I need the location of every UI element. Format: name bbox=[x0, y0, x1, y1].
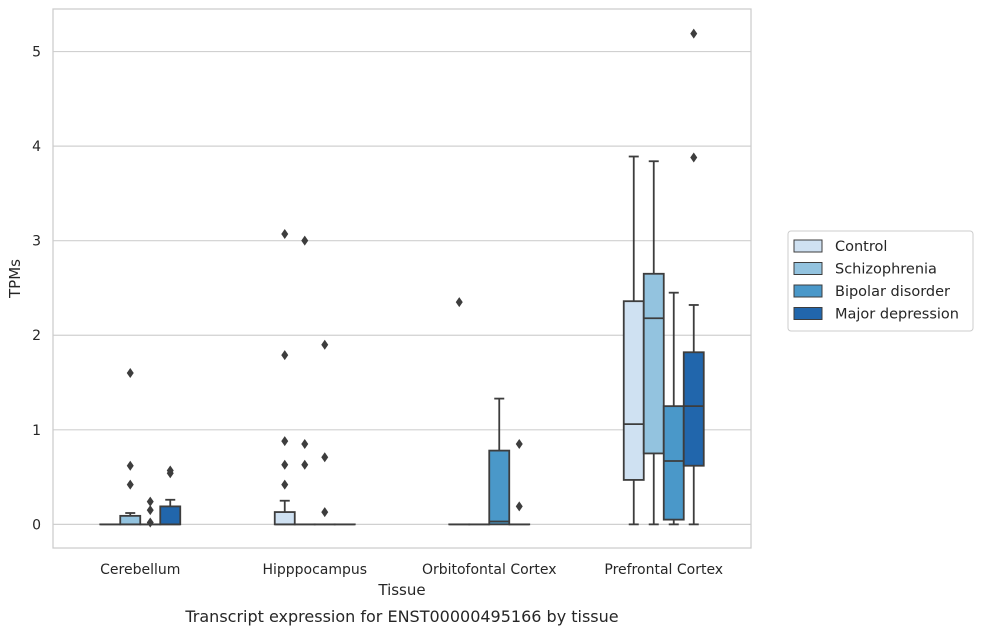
x-tick-label: Prefrontal Cortex bbox=[604, 562, 723, 578]
outlier-point bbox=[281, 479, 289, 490]
box-group bbox=[293, 235, 316, 526]
outlier-point bbox=[146, 496, 154, 507]
y-tick-labels: 0 1 2 3 4 5 bbox=[32, 45, 41, 534]
legend-label: Major depression bbox=[835, 307, 959, 323]
outlier-point bbox=[690, 152, 698, 163]
box-group bbox=[642, 160, 665, 526]
outlier-point bbox=[321, 452, 329, 463]
box-group bbox=[682, 28, 705, 526]
legend-swatch bbox=[793, 239, 823, 253]
y-tick-label: 5 bbox=[32, 45, 41, 61]
outlier-point bbox=[321, 339, 329, 350]
box bbox=[273, 511, 296, 526]
box-group bbox=[313, 339, 336, 526]
outlier-point bbox=[690, 28, 698, 39]
x-axis-label: Tissue bbox=[377, 581, 425, 599]
legend-swatch bbox=[793, 307, 823, 320]
outlier-point bbox=[146, 517, 154, 528]
box-group bbox=[139, 496, 162, 528]
outlier-point bbox=[146, 505, 154, 516]
box-group bbox=[273, 229, 296, 526]
x-tick-label: Hipppocampus bbox=[262, 562, 367, 578]
outlier-point bbox=[515, 438, 523, 449]
box-group bbox=[622, 155, 645, 526]
legend-label: Control bbox=[835, 239, 887, 255]
box-plot-marks bbox=[99, 28, 705, 528]
outlier-point bbox=[301, 235, 309, 246]
y-tick-label: 2 bbox=[32, 328, 41, 344]
box bbox=[642, 272, 665, 455]
y-tick-label: 4 bbox=[32, 139, 41, 155]
legend-swatch bbox=[793, 284, 823, 298]
y-axis-label: TPMs bbox=[6, 259, 24, 299]
box bbox=[488, 449, 511, 526]
outlier-point bbox=[281, 350, 289, 361]
box-group bbox=[119, 368, 142, 526]
legend-label: Bipolar disorder bbox=[835, 284, 950, 300]
box-group bbox=[159, 465, 182, 526]
box bbox=[119, 514, 142, 526]
box bbox=[682, 351, 705, 467]
chart-caption: Transcript expression for ENST0000049516… bbox=[184, 607, 618, 626]
legend-label: Schizophrenia bbox=[835, 262, 937, 278]
box bbox=[159, 505, 182, 526]
box bbox=[622, 300, 645, 481]
y-tick-label: 1 bbox=[32, 423, 41, 439]
outlier-point bbox=[515, 501, 523, 512]
outlier-point bbox=[455, 297, 463, 308]
legend: Control Schizophrenia Bipolar disorder Majo… bbox=[787, 230, 974, 332]
outlier-point bbox=[281, 229, 289, 240]
y-tick-label: 0 bbox=[32, 517, 41, 533]
box-group bbox=[662, 291, 685, 526]
x-tick-label: Cerebellum bbox=[100, 562, 180, 578]
outlier-point bbox=[126, 479, 134, 490]
outlier-point bbox=[166, 465, 174, 476]
outlier-point bbox=[301, 438, 309, 449]
y-tick-label: 3 bbox=[32, 234, 41, 250]
legend-swatch bbox=[793, 262, 823, 275]
x-tick-label: Orbitofontal Cortex bbox=[422, 562, 557, 578]
outlier-point bbox=[321, 507, 329, 518]
box-group bbox=[448, 297, 471, 526]
x-tick-labels: Cerebellum Hipppocampus Orbitofontal Corte… bbox=[100, 562, 723, 578]
box bbox=[662, 405, 685, 521]
box-group bbox=[488, 397, 511, 526]
box-group bbox=[508, 438, 531, 526]
outlier-point bbox=[281, 436, 289, 447]
outlier-point bbox=[126, 460, 134, 471]
legend-frame bbox=[787, 230, 974, 332]
outlier-point bbox=[301, 459, 309, 470]
plot-frame bbox=[52, 8, 752, 549]
outlier-point bbox=[281, 459, 289, 470]
outlier-point bbox=[126, 368, 134, 379]
